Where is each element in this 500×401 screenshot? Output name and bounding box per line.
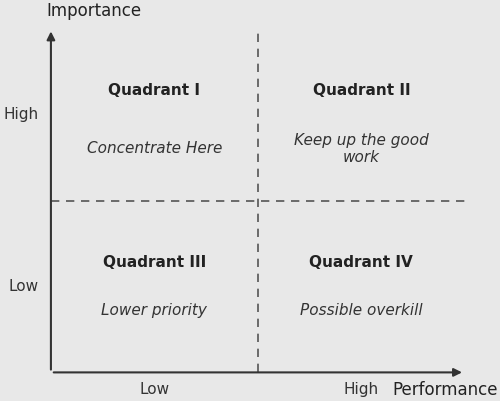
Text: Low: Low bbox=[140, 382, 170, 397]
Text: Quadrant IV: Quadrant IV bbox=[310, 255, 413, 270]
Text: High: High bbox=[344, 382, 379, 397]
Text: High: High bbox=[4, 107, 38, 122]
Text: Possible overkill: Possible overkill bbox=[300, 303, 422, 318]
Text: Concentrate Here: Concentrate Here bbox=[86, 142, 222, 156]
Text: Quadrant III: Quadrant III bbox=[103, 255, 206, 270]
Text: Keep up the good
work: Keep up the good work bbox=[294, 133, 428, 165]
Text: Importance: Importance bbox=[47, 2, 142, 20]
Text: Low: Low bbox=[8, 279, 38, 294]
Text: Lower priority: Lower priority bbox=[102, 303, 208, 318]
Text: Quadrant II: Quadrant II bbox=[312, 83, 410, 98]
Text: Quadrant I: Quadrant I bbox=[108, 83, 200, 98]
Text: Performance: Performance bbox=[392, 381, 498, 399]
